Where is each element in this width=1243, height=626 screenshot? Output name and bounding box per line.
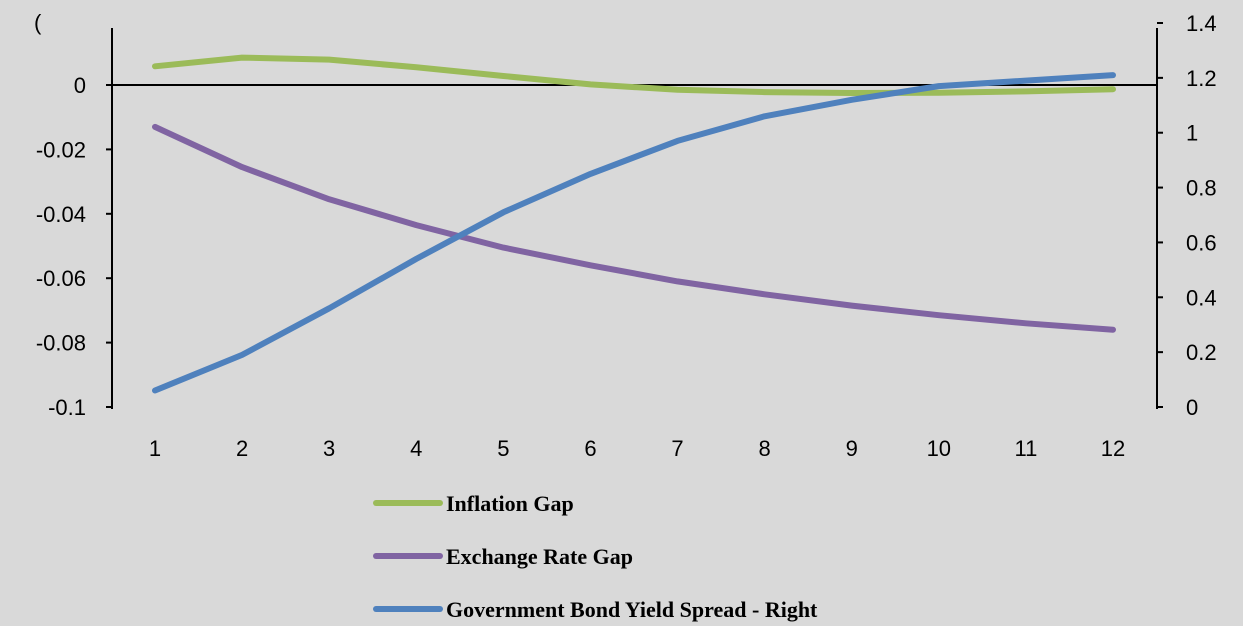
- series-line-1: [152, 54, 1116, 96]
- right-y-tick-label: 0.2: [1186, 340, 1217, 365]
- left-y-tick-label: -0.06: [36, 266, 86, 291]
- x-tick-label: 5: [497, 436, 509, 461]
- x-tick-label: 11: [1014, 436, 1037, 461]
- right-y-tick-label: 0.4: [1186, 285, 1217, 310]
- right-y-tick-label: 0.6: [1186, 230, 1217, 255]
- right-y-tick-label: 0: [1186, 395, 1198, 420]
- top-left-fragment: (: [34, 10, 42, 35]
- x-tick-label: 10: [927, 436, 951, 461]
- x-tick-label: 12: [1101, 436, 1125, 461]
- legend-label: Inflation Gap: [446, 491, 574, 516]
- x-tick-label: 7: [671, 436, 683, 461]
- x-tick-label: 4: [410, 436, 422, 461]
- x-tick-label: 1: [149, 436, 161, 461]
- left-y-tick-label: -0.02: [36, 137, 86, 162]
- series-line-2: [152, 123, 1116, 333]
- legend-label: Government Bond Yield Spread - Right: [446, 597, 818, 622]
- x-tick-label: 9: [846, 436, 858, 461]
- right-y-tick-label: 1: [1186, 121, 1198, 146]
- legend: Inflation Gap Exchange Rate Gap Government…: [373, 491, 818, 622]
- left-y-tick-label: -0.08: [36, 331, 86, 356]
- x-tick-label: 3: [323, 436, 335, 461]
- series-lines: [152, 54, 1116, 394]
- x-tick-label: 6: [584, 436, 596, 461]
- right-y-tick-label: 1.4: [1186, 11, 1217, 36]
- left-y-tick-label: 0: [74, 73, 86, 98]
- left-y-tick-label: -0.1: [48, 395, 86, 420]
- tick-labels: 0 -0.02 -0.04 -0.06 -0.08 -0.1 1.4 1.2 1 0.8 0.6 0.…: [36, 11, 1217, 461]
- right-y-tick-label: 0.8: [1186, 176, 1217, 201]
- series-line-3: [152, 72, 1116, 394]
- legend-label: Exchange Rate Gap: [446, 544, 633, 569]
- right-y-tick-label: 1.2: [1186, 66, 1217, 91]
- x-tick-label: 8: [759, 436, 771, 461]
- x-tick-label: 2: [236, 436, 248, 461]
- left-y-tick-label: -0.04: [36, 202, 86, 227]
